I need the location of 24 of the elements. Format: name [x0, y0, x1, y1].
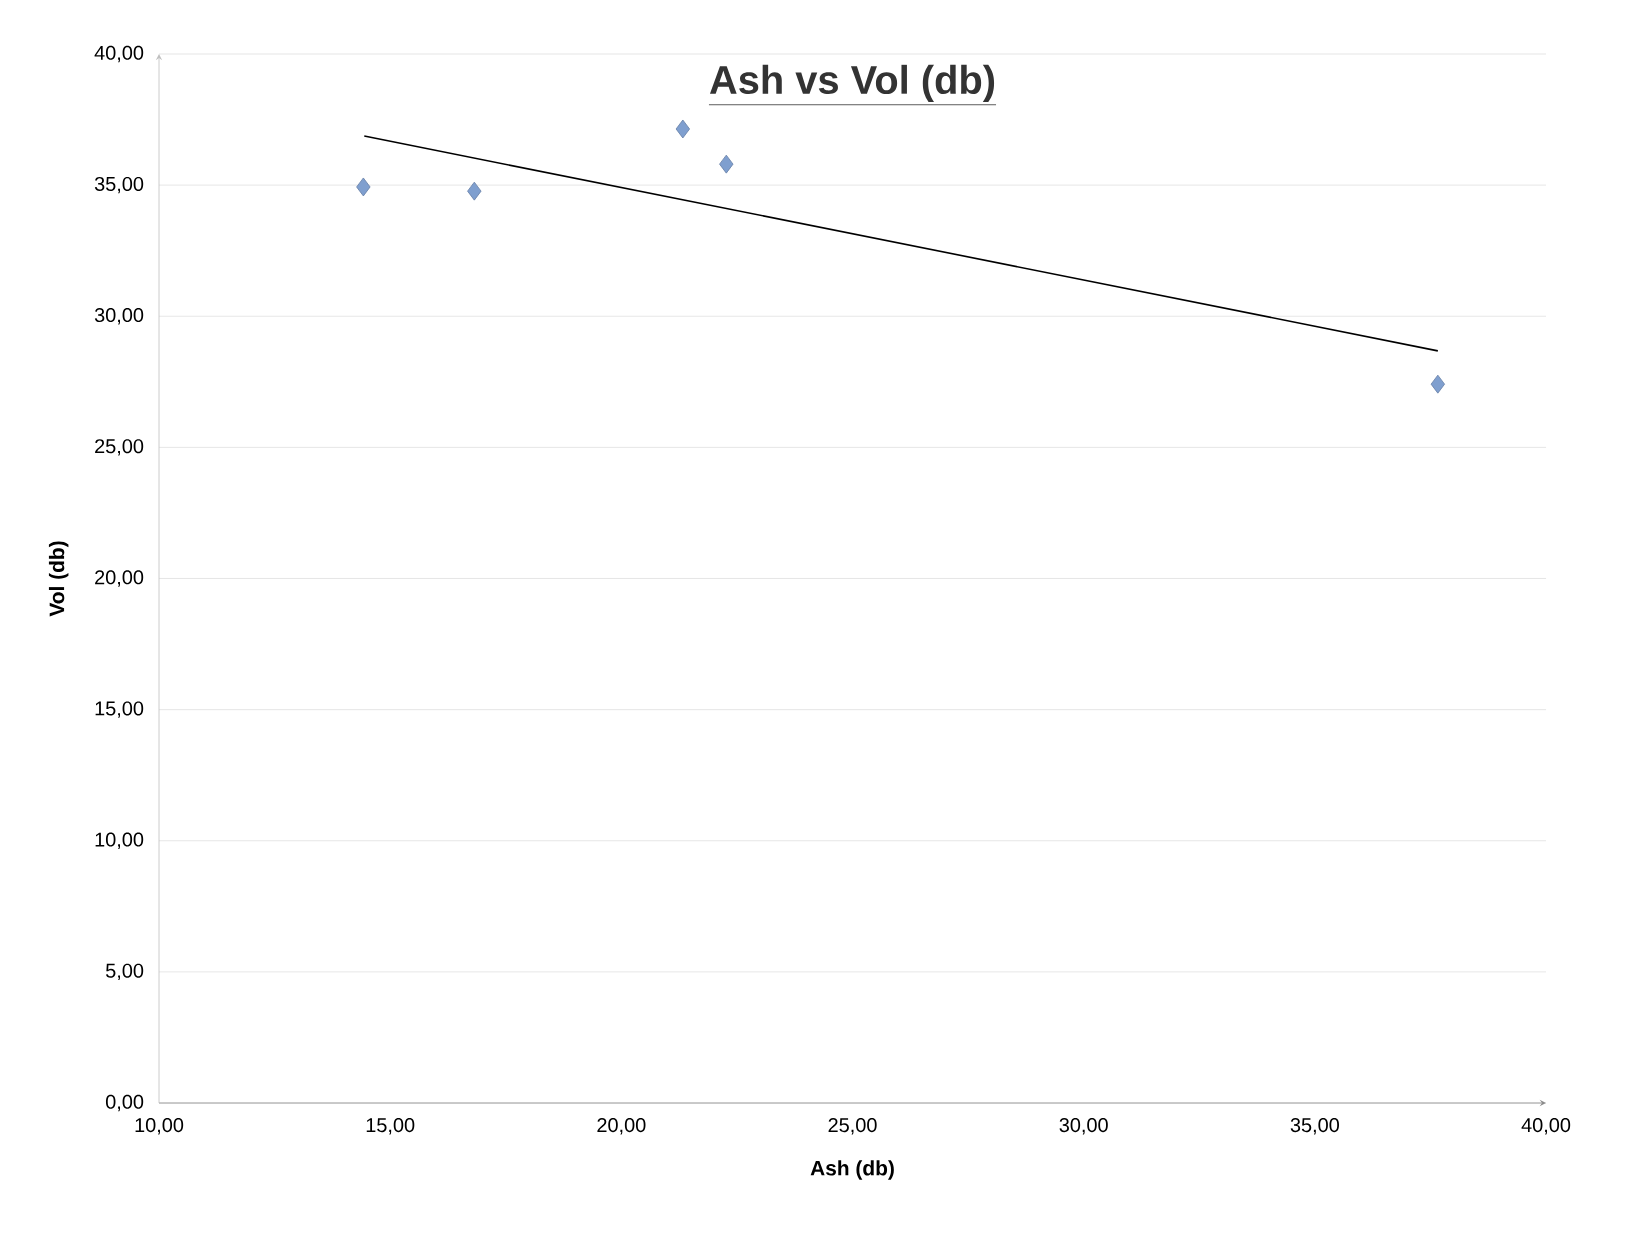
- x-tick-label: 40,00: [1521, 1118, 1571, 1135]
- point: [356, 177, 371, 197]
- y-tick-label: 15,00: [95, 701, 144, 718]
- x-tick-label: 30,00: [1059, 1118, 1108, 1135]
- point: [675, 119, 690, 139]
- x-tick-label: 25,00: [828, 1118, 877, 1135]
- y-tick-label: 0,00: [105, 1094, 144, 1112]
- y-tick-label: 25,00: [95, 439, 144, 456]
- y-tick-label: 20,00: [95, 570, 144, 587]
- x-axis-title: Ash (db): [810, 1160, 894, 1180]
- y-axis-title: Vol (db): [48, 541, 69, 617]
- y-tick-label: 5,00: [105, 963, 144, 981]
- y-tick-label: 10,00: [95, 832, 144, 849]
- point: [1430, 374, 1445, 394]
- x-tick-label: 10,00: [135, 1118, 184, 1135]
- y-tick-label: 35,00: [94, 176, 144, 194]
- y-tick-label: 30,00: [94, 308, 144, 325]
- point: [719, 154, 734, 174]
- x-tick-label: 20,00: [597, 1118, 646, 1135]
- x-tick-label: 15,00: [366, 1118, 415, 1135]
- y-tick-label: 40,00: [94, 45, 144, 63]
- chart-title: Ash vs Vol (db): [709, 64, 995, 102]
- point: [467, 181, 482, 201]
- x-tick-label: 35,00: [1290, 1118, 1339, 1135]
